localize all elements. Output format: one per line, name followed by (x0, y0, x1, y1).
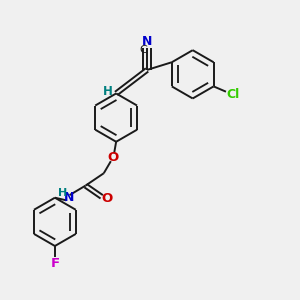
Text: F: F (50, 256, 59, 270)
Text: H: H (103, 85, 113, 98)
Text: N: N (64, 191, 74, 204)
Text: N: N (142, 35, 152, 48)
Text: O: O (101, 192, 112, 205)
Text: H: H (58, 188, 68, 198)
Text: C: C (140, 45, 147, 55)
Text: Cl: Cl (226, 88, 239, 101)
Text: O: O (108, 151, 119, 164)
